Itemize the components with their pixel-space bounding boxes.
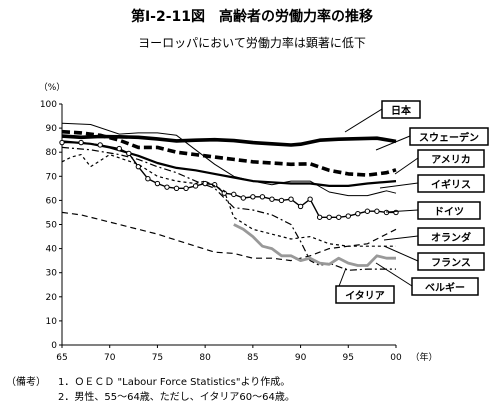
notes: （備考） 1．ＯＥＣＤ "Labour Force Statistics"より作成… <box>6 375 295 405</box>
legend-leader <box>385 209 419 213</box>
legend-leader <box>375 135 411 151</box>
data-point <box>278 197 285 204</box>
series-line <box>61 129 397 177</box>
series-イギリス: イギリス <box>61 122 485 197</box>
series-ドイツ: ドイツ <box>59 139 481 220</box>
legend-label: 日本 <box>391 104 412 117</box>
series-スウェーデン: スウェーデン <box>61 127 489 177</box>
data-point <box>307 196 313 202</box>
legend-box <box>417 149 485 168</box>
y-tick-label: 50 <box>46 221 58 231</box>
legend-label: オランダ <box>431 231 471 244</box>
legend-box <box>417 174 485 193</box>
series-line <box>233 223 396 267</box>
y-tick-label: 60 <box>46 196 58 206</box>
data-point <box>78 139 84 146</box>
data-point <box>183 185 189 192</box>
y-tick-label: 70 <box>46 172 58 182</box>
legend-label: アメリカ <box>431 154 471 166</box>
legend-leader <box>383 235 419 241</box>
data-point <box>145 176 151 182</box>
data-point <box>250 194 256 200</box>
data-point <box>116 145 122 152</box>
data-point <box>164 184 170 190</box>
y-tick-label: 0 <box>51 341 57 351</box>
page-title: 第Ⅰ-2-11図 高齢者の労働力率の推移 <box>130 9 374 25</box>
legend-label: ベルギー <box>425 281 465 294</box>
data-point <box>355 210 361 217</box>
x-tick-label: 65 <box>56 353 67 363</box>
y-tick-label: 20 <box>46 293 58 303</box>
data-point <box>316 214 323 220</box>
x-tick-label: 75 <box>152 353 163 363</box>
data-point <box>59 139 65 146</box>
note-source: 1．ＯＥＣＤ "Labour Force Statistics"より作成。 <box>58 377 291 388</box>
legend-leader <box>394 157 419 175</box>
legend-leader <box>379 182 419 189</box>
legend-label: フランス <box>431 257 471 269</box>
data-point <box>326 214 332 220</box>
series-イタリア: イタリア <box>233 223 396 304</box>
series-line <box>61 211 397 262</box>
note-scope: 2．男性、55～64歳、ただし、イタリア60～64歳。 <box>58 392 295 403</box>
series-日本: 日本 <box>61 100 421 147</box>
notes-head: （備考） <box>6 377 46 388</box>
legend-leader <box>375 262 413 287</box>
x-tick-label: 85 <box>247 353 258 363</box>
legend-box <box>411 277 479 296</box>
data-point <box>269 196 275 202</box>
data-point <box>240 195 247 201</box>
data-point <box>374 208 380 214</box>
data-point <box>231 191 237 198</box>
legend-label: イタリア <box>345 290 385 302</box>
series-ベルギー: ベルギー <box>61 146 479 296</box>
legend-label: イギリス <box>431 178 471 191</box>
y-tick-label: 30 <box>46 269 58 279</box>
data-point <box>364 208 371 214</box>
data-point <box>192 183 199 189</box>
series-line <box>61 134 397 147</box>
y-tick-label: 80 <box>46 148 58 158</box>
data-point <box>288 196 294 202</box>
y-tick-label: 40 <box>46 245 58 255</box>
y-tick-label: 90 <box>46 124 58 134</box>
x-tick-label: 00 <box>390 353 402 363</box>
x-tick-label: 80 <box>199 353 211 363</box>
y-tick-label: 10 <box>46 317 58 327</box>
x-tick-label: 95 <box>343 353 354 363</box>
y-tick-label: 100 <box>40 100 57 110</box>
series-line <box>61 154 396 247</box>
legend-box <box>417 227 485 246</box>
legend-box <box>409 127 489 146</box>
data-point <box>97 142 103 148</box>
series-line <box>61 140 397 187</box>
x-axis-unit: （年） <box>410 351 437 363</box>
data-point <box>336 214 342 220</box>
legend-box <box>417 252 485 271</box>
data-point <box>173 185 180 192</box>
page-subtitle: ヨーロッパにおいて労働力率は顕著に低下 <box>138 36 366 50</box>
x-tick-label: 70 <box>104 353 116 363</box>
legend-label: スウェーデン <box>419 131 479 144</box>
series-line <box>61 122 397 197</box>
series-フランス: フランス <box>61 154 485 271</box>
data-point <box>297 203 304 210</box>
series-line <box>61 146 396 271</box>
y-axis-unit: （%） <box>39 82 66 93</box>
data-point <box>126 150 132 157</box>
legend-box <box>335 285 395 304</box>
data-point <box>345 213 351 219</box>
x-tick-label: 90 <box>295 353 307 363</box>
legend-box <box>417 201 481 220</box>
data-point <box>154 180 161 187</box>
legend-leader <box>344 108 383 133</box>
data-point <box>259 194 266 200</box>
legend-box <box>381 100 421 119</box>
legend-leader <box>383 245 419 262</box>
legend-label: ドイツ <box>434 206 464 218</box>
